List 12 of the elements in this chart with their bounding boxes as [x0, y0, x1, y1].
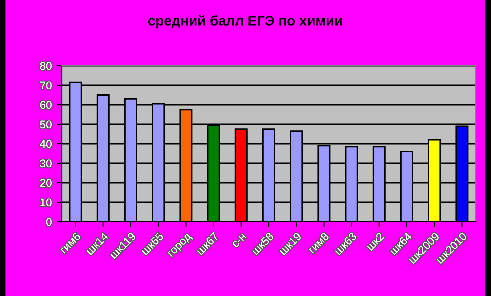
y-tick-label: 0 — [46, 218, 52, 226]
chart-title: средний балл ЕГЭ по химии — [148, 15, 342, 29]
y-tick-label: 70 — [40, 82, 52, 90]
y-tick-label: 30 — [40, 160, 52, 168]
y-tick-label: 10 — [40, 198, 52, 207]
y-tick-label: 50 — [40, 120, 52, 129]
y-tick-label: 80 — [40, 62, 52, 70]
x-tick-label: с-н — [232, 234, 247, 248]
x-tick-label: шк2 — [366, 232, 385, 251]
y-tick-label: 60 — [40, 101, 52, 110]
y-tick-label: 40 — [40, 140, 52, 148]
y-tick-label: 20 — [40, 179, 52, 188]
